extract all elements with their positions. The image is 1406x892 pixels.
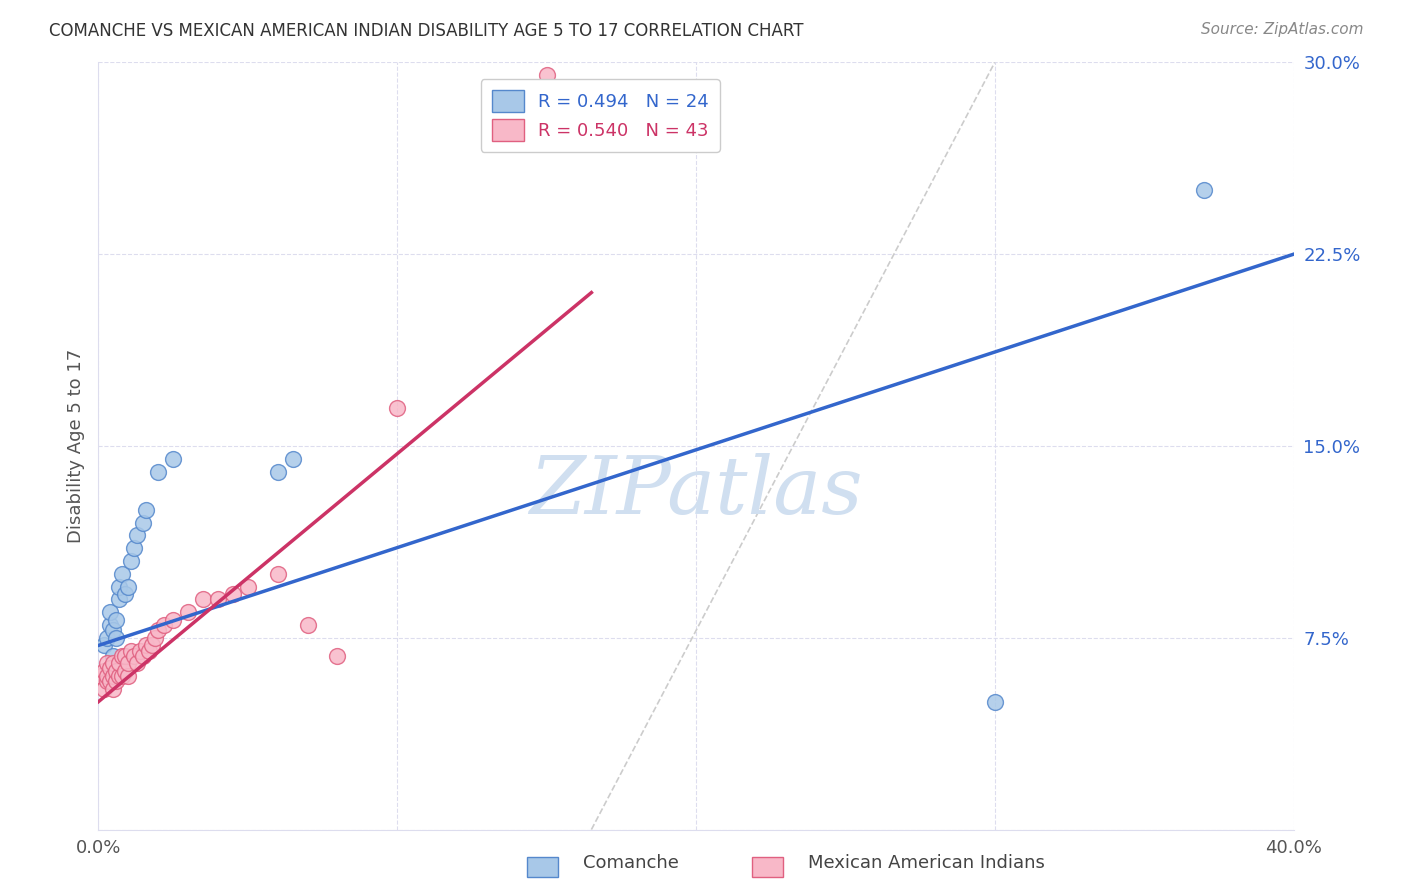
Point — [129, 643, 152, 657]
Point — [114, 648, 136, 663]
Text: Source: ZipAtlas.com: Source: ZipAtlas.com — [1201, 22, 1364, 37]
Point — [124, 648, 146, 663]
Point — [103, 657, 125, 671]
Point — [114, 664, 136, 678]
Point — [117, 669, 139, 683]
Point — [191, 592, 214, 607]
Point — [120, 643, 142, 657]
Point — [177, 605, 200, 619]
Point — [162, 613, 184, 627]
Point — [105, 664, 128, 678]
Text: ZIPatlas: ZIPatlas — [529, 453, 863, 531]
Text: Comanche: Comanche — [583, 855, 679, 872]
Point — [111, 669, 134, 683]
Point — [984, 695, 1007, 709]
Point — [117, 580, 139, 594]
Point — [108, 580, 131, 594]
Point — [132, 648, 155, 663]
Point — [103, 669, 125, 683]
Point — [127, 657, 149, 671]
Point — [93, 681, 115, 696]
Point — [138, 643, 160, 657]
Point — [103, 623, 125, 637]
Point — [120, 554, 142, 568]
Text: Mexican American Indians: Mexican American Indians — [808, 855, 1045, 872]
Point — [103, 648, 125, 663]
Point — [207, 592, 229, 607]
Point — [153, 618, 176, 632]
Point — [96, 631, 118, 645]
Point — [98, 674, 122, 689]
Point — [96, 669, 118, 683]
Point — [105, 613, 128, 627]
Point — [96, 674, 118, 689]
Point — [105, 674, 128, 689]
Point — [267, 465, 290, 479]
Point — [117, 657, 139, 671]
Point — [96, 657, 118, 671]
Point — [98, 605, 122, 619]
Point — [111, 648, 134, 663]
Point — [90, 669, 112, 683]
Point — [222, 587, 245, 601]
Point — [236, 580, 259, 594]
Point — [141, 639, 163, 653]
Point — [536, 68, 558, 82]
Point — [98, 661, 122, 675]
Point — [281, 451, 304, 466]
Text: COMANCHE VS MEXICAN AMERICAN INDIAN DISABILITY AGE 5 TO 17 CORRELATION CHART: COMANCHE VS MEXICAN AMERICAN INDIAN DISA… — [49, 22, 804, 40]
Point — [108, 669, 131, 683]
Point — [105, 631, 128, 645]
Point — [103, 681, 125, 696]
Point — [148, 623, 170, 637]
Point — [326, 648, 349, 663]
Point — [267, 566, 290, 581]
Point — [297, 618, 319, 632]
Point — [148, 465, 170, 479]
Point — [385, 401, 409, 415]
Point — [98, 618, 122, 632]
Point — [135, 503, 157, 517]
Y-axis label: Disability Age 5 to 17: Disability Age 5 to 17 — [66, 349, 84, 543]
Point — [124, 541, 146, 556]
Point — [93, 664, 115, 678]
Point — [111, 566, 134, 581]
Legend: R = 0.494   N = 24, R = 0.540   N = 43: R = 0.494 N = 24, R = 0.540 N = 43 — [481, 79, 720, 152]
Point — [93, 639, 115, 653]
Point — [1192, 183, 1215, 197]
Point — [135, 639, 157, 653]
Point — [114, 587, 136, 601]
Point — [108, 592, 131, 607]
Point — [108, 657, 131, 671]
Point — [143, 631, 166, 645]
Point — [162, 451, 184, 466]
Point — [127, 528, 149, 542]
Point — [132, 516, 155, 530]
